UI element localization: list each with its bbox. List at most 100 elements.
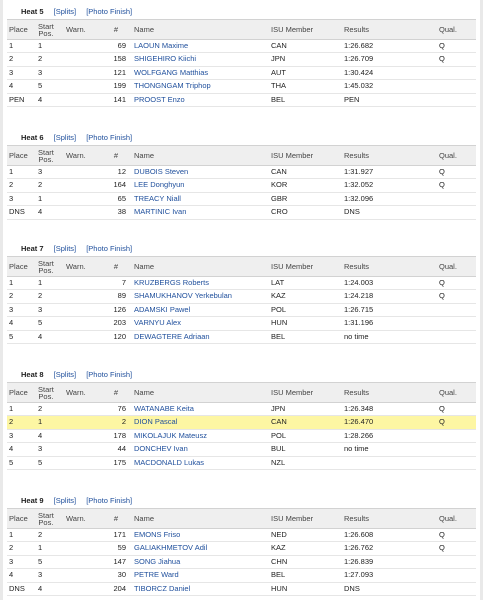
cell-isu-member: CRO	[271, 207, 288, 217]
col-results: Results	[344, 262, 370, 271]
skater-name-link[interactable]: DION Pascal	[134, 417, 178, 427]
cell-place: 4	[9, 570, 14, 580]
skater-name-link[interactable]: PROOST Enzo	[134, 94, 185, 104]
skater-name-link[interactable]: GALIAKHMETOV Adil	[134, 543, 208, 553]
cell-isu-member: CAN	[271, 417, 287, 427]
col-results: Results	[344, 25, 370, 34]
col-results: Results	[344, 514, 370, 523]
col-warn: Warn.	[66, 151, 86, 160]
heat-header: Heat 8 [Splits] [Photo Finish]	[7, 368, 476, 382]
col-place: Place	[9, 262, 28, 271]
photo-finish-link[interactable]: [Photo Finish]	[86, 370, 133, 379]
table-row: 1 2 171 EMONS Friso NED 1:26.608 Q	[7, 529, 476, 543]
skater-name-link[interactable]: DEWAGTERE Adriaan	[134, 331, 210, 341]
skater-name-link[interactable]: MIKOLAJUK Mateusz	[134, 430, 207, 440]
cell-number: 12	[117, 167, 126, 176]
cell-result: 1:32.052	[344, 180, 374, 190]
col-place: Place	[9, 151, 28, 160]
skater-name-link[interactable]: SONG Jiahua	[134, 556, 181, 566]
cell-start-pos: 3	[38, 304, 43, 314]
cell-result: 1:31.927	[344, 167, 374, 176]
cell-number: 38	[117, 207, 126, 217]
splits-link[interactable]: [Splits]	[53, 496, 77, 505]
table-row: DNS 4 204 TIBORCZ Daniel HUN DNS	[7, 582, 476, 596]
skater-name-link[interactable]: MARTINIC Ivan	[134, 207, 187, 217]
cell-number: 7	[121, 278, 126, 287]
cell-start-pos: 1	[38, 193, 43, 203]
photo-finish-link[interactable]: [Photo Finish]	[86, 133, 133, 142]
table-body: 1 2 171 EMONS Friso NED 1:26.608 Q 2 1 5…	[7, 529, 476, 596]
table-row: 1 2 76 WATANABE Keita JPN 1:26.348 Q	[7, 403, 476, 417]
cell-qual: Q	[439, 291, 445, 301]
skater-name-link[interactable]: LAOUN Maxime	[134, 41, 189, 50]
photo-finish-link[interactable]: [Photo Finish]	[86, 7, 133, 16]
cell-start-pos: 2	[38, 530, 43, 539]
skater-name-link[interactable]: LEE Donghyun	[134, 180, 185, 190]
col-start-line2: Pos.	[38, 155, 54, 164]
cell-result: 1:24.003	[344, 278, 374, 287]
col-number: #	[113, 151, 119, 160]
skater-name-link[interactable]: WOLFGANG Matthias	[134, 67, 209, 77]
skater-name-link[interactable]: DONCHEV Ivan	[134, 444, 188, 454]
cell-place: 5	[9, 457, 14, 467]
table-row: 5 5 175 MACDONALD Lukas NZL	[7, 456, 476, 470]
skater-name-link[interactable]: ADAMSKI Pawel	[134, 304, 191, 314]
skater-name-link[interactable]: PETRE Ward	[134, 570, 179, 580]
cell-start-pos: 5	[38, 556, 43, 566]
table-row: 3 3 121 WOLFGANG Matthias AUT 1:30.424	[7, 66, 476, 81]
skater-name-link[interactable]: SHIGEHIRO Kiichi	[134, 54, 197, 64]
cell-place: 1	[9, 41, 14, 50]
table-row: 3 1 65 TREACY Niall GBR 1:32.096	[7, 192, 476, 207]
cell-place: 4	[9, 444, 14, 454]
heat-title: Heat 6	[21, 133, 44, 142]
cell-number: 69	[117, 41, 126, 50]
photo-finish-link[interactable]: [Photo Finish]	[86, 496, 133, 505]
photo-finish-link[interactable]: [Photo Finish]	[86, 244, 133, 253]
cell-result: 1:26.348	[344, 404, 374, 413]
col-start-line2: Pos.	[38, 266, 54, 275]
cell-place: 5	[9, 331, 14, 341]
skater-name-link[interactable]: DUBOIS Steven	[134, 167, 189, 176]
cell-qual: Q	[439, 417, 445, 427]
table-body: 1 2 76 WATANABE Keita JPN 1:26.348 Q 2 1…	[7, 403, 476, 470]
table-row: PEN 4 141 PROOST Enzo BEL PEN	[7, 93, 476, 107]
splits-link[interactable]: [Splits]	[53, 133, 77, 142]
col-warn: Warn.	[66, 262, 86, 271]
col-isu-member: ISU Member	[271, 262, 314, 271]
cell-start-pos: 2	[38, 404, 43, 413]
skater-name-link[interactable]: TIBORCZ Daniel	[134, 583, 191, 593]
col-results: Results	[344, 388, 370, 397]
cell-isu-member: AUT	[271, 67, 286, 77]
skater-name-link[interactable]: MACDONALD Lukas	[134, 457, 205, 467]
col-warn: Warn.	[66, 514, 86, 523]
heat-title: Heat 9	[21, 496, 44, 505]
cell-isu-member: LAT	[271, 278, 285, 287]
skater-name-link[interactable]: VARNYU Alex	[134, 318, 181, 328]
col-name: Name	[134, 388, 155, 397]
heat-section-8: Heat 8 [Splits] [Photo Finish] Place Sta…	[7, 368, 476, 470]
skater-name-link[interactable]: EMONS Friso	[134, 530, 181, 539]
skater-name-link[interactable]: THONGNGAM Triphop	[134, 81, 211, 91]
col-isu-member: ISU Member	[271, 514, 314, 523]
table-row: 2 2 89 SHAMUKHANOV Yerkebulan KAZ 1:24.2…	[7, 290, 476, 304]
col-isu-member: ISU Member	[271, 388, 314, 397]
cell-number: 121	[113, 67, 126, 77]
skater-name-link[interactable]: SHAMUKHANOV Yerkebulan	[134, 291, 232, 301]
skater-name-link[interactable]: TREACY Niall	[134, 193, 181, 203]
col-place: Place	[9, 514, 28, 523]
col-name: Name	[134, 514, 155, 523]
cell-number: 30	[117, 570, 126, 580]
splits-link[interactable]: [Splits]	[53, 244, 77, 253]
col-start-line2: Pos.	[38, 392, 54, 401]
col-start-pos: Start Pos.	[38, 148, 54, 164]
cell-isu-member: CAN	[271, 167, 287, 176]
table-row: 4 3 30 PETRE Ward BEL 1:27.093	[7, 569, 476, 583]
skater-name-link[interactable]: KRUZBERGS Roberts	[134, 278, 210, 287]
splits-link[interactable]: [Splits]	[53, 7, 77, 16]
cell-result: 1:26.682	[344, 41, 374, 50]
cell-number: 147	[113, 556, 126, 566]
cell-result: 1:31.196	[344, 318, 374, 328]
skater-name-link[interactable]: WATANABE Keita	[134, 404, 194, 413]
splits-link[interactable]: [Splits]	[53, 370, 77, 379]
heat-title: Heat 5	[21, 7, 44, 16]
